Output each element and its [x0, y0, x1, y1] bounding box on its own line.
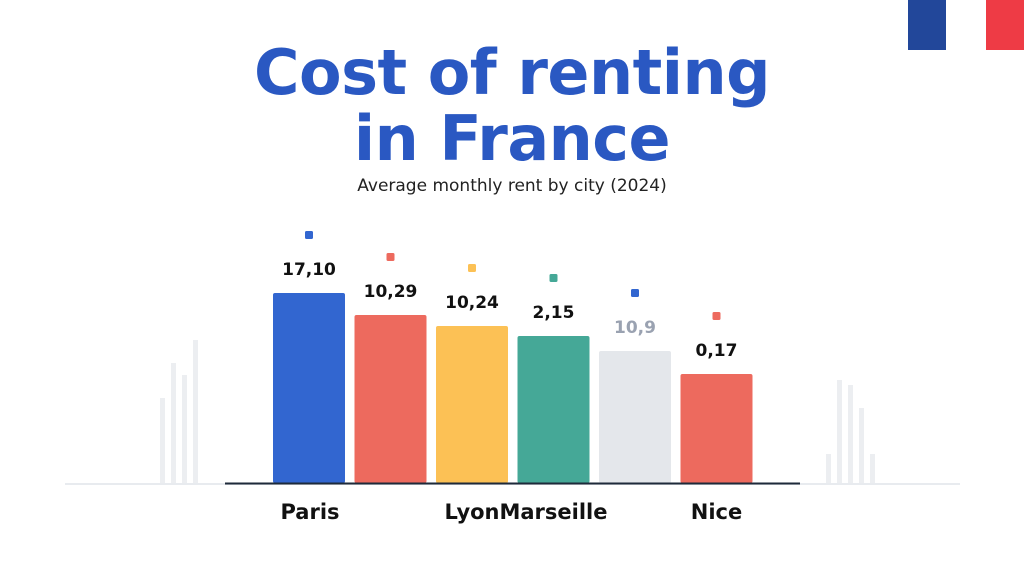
bars-group — [273, 293, 753, 483]
decor-bar-8 — [870, 454, 875, 483]
value-label-2: 10,24 — [445, 293, 499, 313]
chart-subtitle: Average monthly rent by city (2024) — [357, 176, 667, 196]
decor-bar-0 — [160, 398, 165, 483]
bar-4 — [599, 351, 671, 483]
bar-0 — [273, 293, 345, 483]
bar-3 — [517, 336, 590, 483]
bar-marker-1 — [386, 253, 395, 261]
value-label-4: 10,9 — [614, 318, 656, 338]
category-label-5: Nice — [691, 500, 742, 524]
decor-bar-2 — [182, 375, 187, 483]
bar-2 — [436, 326, 508, 483]
bar-marker-4 — [631, 289, 639, 297]
decor-bar-6 — [848, 385, 853, 483]
decor-bar-5 — [837, 380, 842, 483]
page-title: Cost of renting in France — [0, 40, 1024, 172]
title-line-1: Cost of renting — [253, 36, 771, 109]
value-label-3: 2,15 — [533, 303, 575, 323]
bar-marker-5 — [712, 312, 721, 320]
decor-bar-1 — [171, 363, 176, 483]
category-label-0: Paris — [280, 500, 339, 524]
title-line-2: in France — [353, 102, 671, 175]
background-decoration — [160, 340, 875, 483]
labels-group: 17,10 Paris 10,29 10,24 Lyon 2,15 Marseille 10,… — [280, 231, 742, 524]
decor-bar-7 — [859, 408, 864, 483]
bar-5 — [680, 374, 753, 483]
bar-marker-0 — [305, 231, 313, 239]
value-label-0: 17,10 — [282, 260, 336, 280]
bar-1 — [354, 315, 427, 483]
flag-red-stripe — [986, 0, 1024, 50]
decor-bar-3 — [193, 340, 198, 483]
value-label-5: 0,17 — [696, 341, 738, 361]
category-label-2: Lyon — [444, 500, 499, 524]
category-label-3: Marseille — [499, 500, 607, 524]
flag-blue-stripe — [908, 0, 946, 50]
decor-bar-4 — [826, 454, 831, 483]
bar-marker-2 — [468, 264, 476, 272]
value-label-1: 10,29 — [364, 282, 418, 302]
bar-marker-3 — [549, 274, 558, 282]
